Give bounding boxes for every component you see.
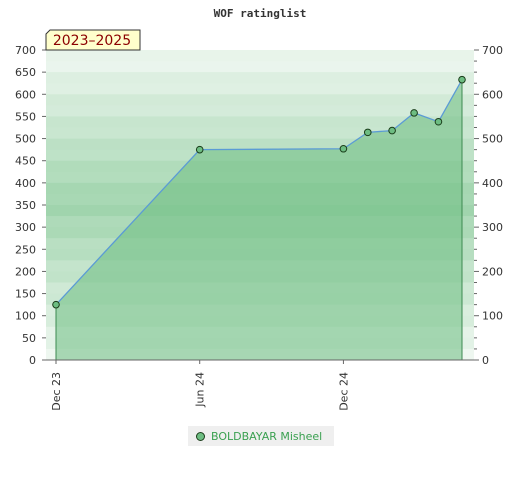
x-tick-label: Dec 24 bbox=[337, 372, 350, 411]
y-tick-label-left: 650 bbox=[15, 66, 36, 79]
y-tick-label-right: 200 bbox=[482, 265, 503, 278]
background-band bbox=[46, 116, 474, 128]
background-band bbox=[46, 94, 474, 106]
data-points bbox=[52, 75, 466, 309]
y-tick-label-left: 400 bbox=[15, 177, 36, 190]
y-axis-left: 0 50 100 150 200 250 300 350 400 450 500 550 600 650 7… bbox=[15, 44, 46, 367]
y-tick-label-right: 500 bbox=[482, 133, 503, 146]
data-point bbox=[458, 75, 466, 84]
y-tick-label-left: 600 bbox=[15, 88, 36, 101]
y-tick-label-left: 300 bbox=[15, 221, 36, 234]
background-band bbox=[46, 105, 474, 117]
y-tick-label-right: 400 bbox=[482, 177, 503, 190]
x-axis: Dec 23 Jun 24 Dec 24 bbox=[50, 360, 350, 411]
y-tick-label-left: 150 bbox=[15, 288, 36, 301]
data-point bbox=[339, 144, 348, 153]
legend: BOLDBAYAR Misheel bbox=[188, 426, 334, 446]
y-tick-label-left: 350 bbox=[15, 199, 36, 212]
background-band bbox=[46, 127, 474, 140]
y-tick-label-left: 50 bbox=[22, 332, 36, 345]
data-point bbox=[195, 145, 204, 154]
data-point bbox=[52, 300, 60, 309]
period-badge-label: 2023–2025 bbox=[53, 33, 131, 49]
y-tick-label-right: 100 bbox=[482, 310, 503, 323]
x-tick-label: Dec 23 bbox=[50, 372, 63, 411]
y-tick-label-right: 600 bbox=[482, 88, 503, 101]
series-area bbox=[56, 79, 462, 361]
y-tick-label-left: 450 bbox=[15, 155, 36, 168]
background-band bbox=[46, 138, 474, 151]
y-tick-label-left: 500 bbox=[15, 133, 36, 146]
data-point bbox=[434, 117, 443, 126]
y-tick-label-left: 250 bbox=[15, 243, 36, 256]
data-point bbox=[363, 128, 372, 137]
chart-title: WOF ratinglist bbox=[214, 7, 307, 20]
y-tick-label-left: 550 bbox=[15, 110, 36, 123]
y-tick-label-left: 200 bbox=[15, 265, 36, 278]
background-band bbox=[46, 50, 474, 62]
x-tick-label: Jun 24 bbox=[194, 372, 207, 408]
y-tick-label-right: 300 bbox=[482, 221, 503, 234]
area-layer bbox=[55, 79, 463, 361]
y-tick-label-left: 700 bbox=[15, 44, 36, 57]
series-line bbox=[55, 79, 463, 306]
y-tick-label-right: 700 bbox=[482, 44, 503, 57]
background-band bbox=[46, 61, 474, 73]
legend-label: BOLDBAYAR Misheel bbox=[211, 429, 323, 443]
background-band bbox=[46, 72, 474, 84]
legend-marker-icon bbox=[196, 431, 205, 441]
data-point bbox=[388, 126, 396, 135]
period-badge: 2023–2025 bbox=[45, 29, 141, 51]
background-band bbox=[46, 83, 474, 95]
y-tick-label-left: 100 bbox=[15, 310, 36, 323]
y-tick-label-right: 0 bbox=[482, 354, 489, 367]
y-axis-right: 0 100 200 300 400 500 600 700 bbox=[474, 44, 503, 367]
data-point bbox=[410, 109, 418, 117]
y-tick-label-left: 0 bbox=[29, 354, 36, 367]
